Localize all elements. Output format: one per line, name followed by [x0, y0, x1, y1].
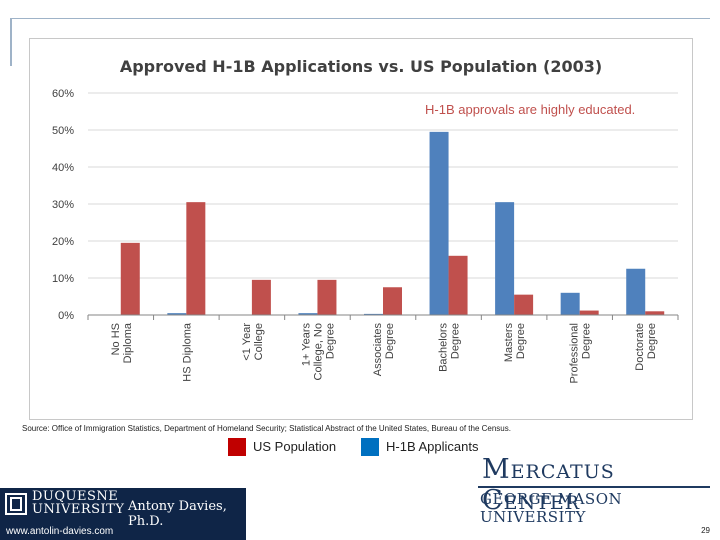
bar-h1b — [560, 292, 580, 315]
mercatus-logo-subtitle: GEORGE MASON UNIVERSITY — [480, 490, 623, 526]
duquesne-logo-block: DUQUESNE UNIVERSITY Antony Davies, Ph.D.… — [0, 488, 246, 540]
bars — [120, 131, 665, 315]
bar-h1b — [495, 202, 515, 315]
x-tick-label-line: College, No — [312, 323, 324, 380]
bar-us-population — [186, 202, 206, 315]
x-tick-label-line: Degree — [515, 323, 527, 359]
chart-annotation: H-1B approvals are highly educated. — [425, 102, 636, 117]
x-tick-label-line: College — [253, 323, 265, 360]
source-note: Source: Office of Immigration Statistics… — [22, 424, 511, 433]
bar-h1b — [167, 313, 187, 315]
x-tick-label: HS Diploma — [181, 322, 193, 382]
x-tick-label: AssociatesDegree — [372, 323, 396, 377]
x-tick-label-line: Associates — [372, 323, 384, 377]
page-number: 29 — [701, 526, 710, 535]
bar-chart: 0% 10% 20% 30% 40% 50% 60% No HSDiploma HS Diplo… — [52, 88, 679, 384]
x-tick-label-line: Doctorate — [634, 323, 646, 371]
x-tick-label-line: Degree — [581, 323, 593, 359]
x-tick-label-line: Degree — [384, 323, 396, 359]
x-tick-label-line: 1+ Years — [300, 323, 312, 367]
author-website: www.antolin-davies.com — [6, 526, 114, 537]
x-tick-label-line: Bachelors — [438, 323, 450, 372]
duquesne-name-line2: UNIVERSITY — [32, 502, 125, 517]
bar-us-population — [645, 311, 665, 315]
y-tick-label: 30% — [52, 199, 74, 211]
y-tick-label: 10% — [52, 273, 74, 285]
y-tick-label: 60% — [52, 88, 74, 100]
bar-us-population — [448, 255, 468, 315]
bar-us-population — [120, 242, 140, 315]
x-tick-label: No HSDiploma — [110, 322, 134, 363]
x-tick-label-line: Degree — [450, 323, 462, 359]
x-tick-label-line: No HS — [110, 323, 122, 355]
y-tick-label: 40% — [52, 162, 74, 174]
gridlines — [88, 92, 678, 316]
bar-us-population — [383, 287, 402, 315]
legend-label-us-population: US Population — [253, 439, 337, 454]
x-tick-label-line: <1 Year — [241, 323, 253, 361]
bar-us-population — [514, 294, 534, 315]
y-tick-label: 0% — [58, 310, 74, 322]
legend-label-h1b: H-1B Applicants — [386, 439, 479, 454]
legend-swatch-h1b — [361, 438, 379, 456]
bar-h1b — [626, 268, 646, 315]
x-tick-label-line: Degree — [646, 323, 658, 359]
duquesne-crest-icon — [5, 493, 27, 515]
bar-h1b — [364, 313, 383, 315]
author-name: Antony Davies, Ph.D. — [128, 499, 227, 529]
bar-us-population — [251, 279, 271, 315]
x-tick-label-line: Diploma — [122, 322, 134, 363]
x-tick-label: DoctorateDegree — [634, 323, 658, 371]
mercatus-logo-rule — [478, 486, 710, 488]
x-tick-label: 1+ YearsCollege, NoDegree — [300, 323, 336, 381]
slide-top-rule — [10, 18, 710, 19]
chart-container: 0% 10% 20% 30% 40% 50% 60% No HSDiploma HS Diplo… — [29, 38, 693, 420]
axes: 0% 10% 20% 30% 40% 50% 60% No HSDiploma HS Diplo… — [52, 88, 679, 384]
x-tick-label: <1 YearCollege — [241, 323, 265, 361]
mercatus-logo-title: Mercatus Center — [482, 454, 615, 516]
x-tick-label: ProfessionalDegree — [569, 323, 593, 384]
bar-us-population — [579, 310, 599, 315]
duquesne-name-line1: DUQUESNE — [32, 489, 119, 504]
x-tick-label: MastersDegree — [503, 323, 527, 363]
x-tick-label-line: Degree — [324, 323, 336, 359]
y-tick-label: 50% — [52, 125, 74, 137]
x-tick-label: BachelorsDegree — [438, 323, 462, 372]
bar-h1b — [429, 131, 449, 315]
y-tick-label: 20% — [52, 236, 74, 248]
x-tick-label-line: Professional — [569, 323, 581, 384]
bar-h1b — [298, 313, 318, 315]
slide-corner-vertical-rule — [10, 18, 12, 66]
legend-swatch-us-population — [228, 438, 246, 456]
bar-us-population — [317, 279, 337, 315]
x-tick-label-line: HS Diploma — [181, 322, 193, 382]
x-tick-label-line: Masters — [503, 323, 515, 363]
chart-title: Approved H-1B Applications vs. US Popula… — [119, 57, 603, 76]
duquesne-university-name: DUQUESNE UNIVERSITY — [32, 490, 124, 516]
